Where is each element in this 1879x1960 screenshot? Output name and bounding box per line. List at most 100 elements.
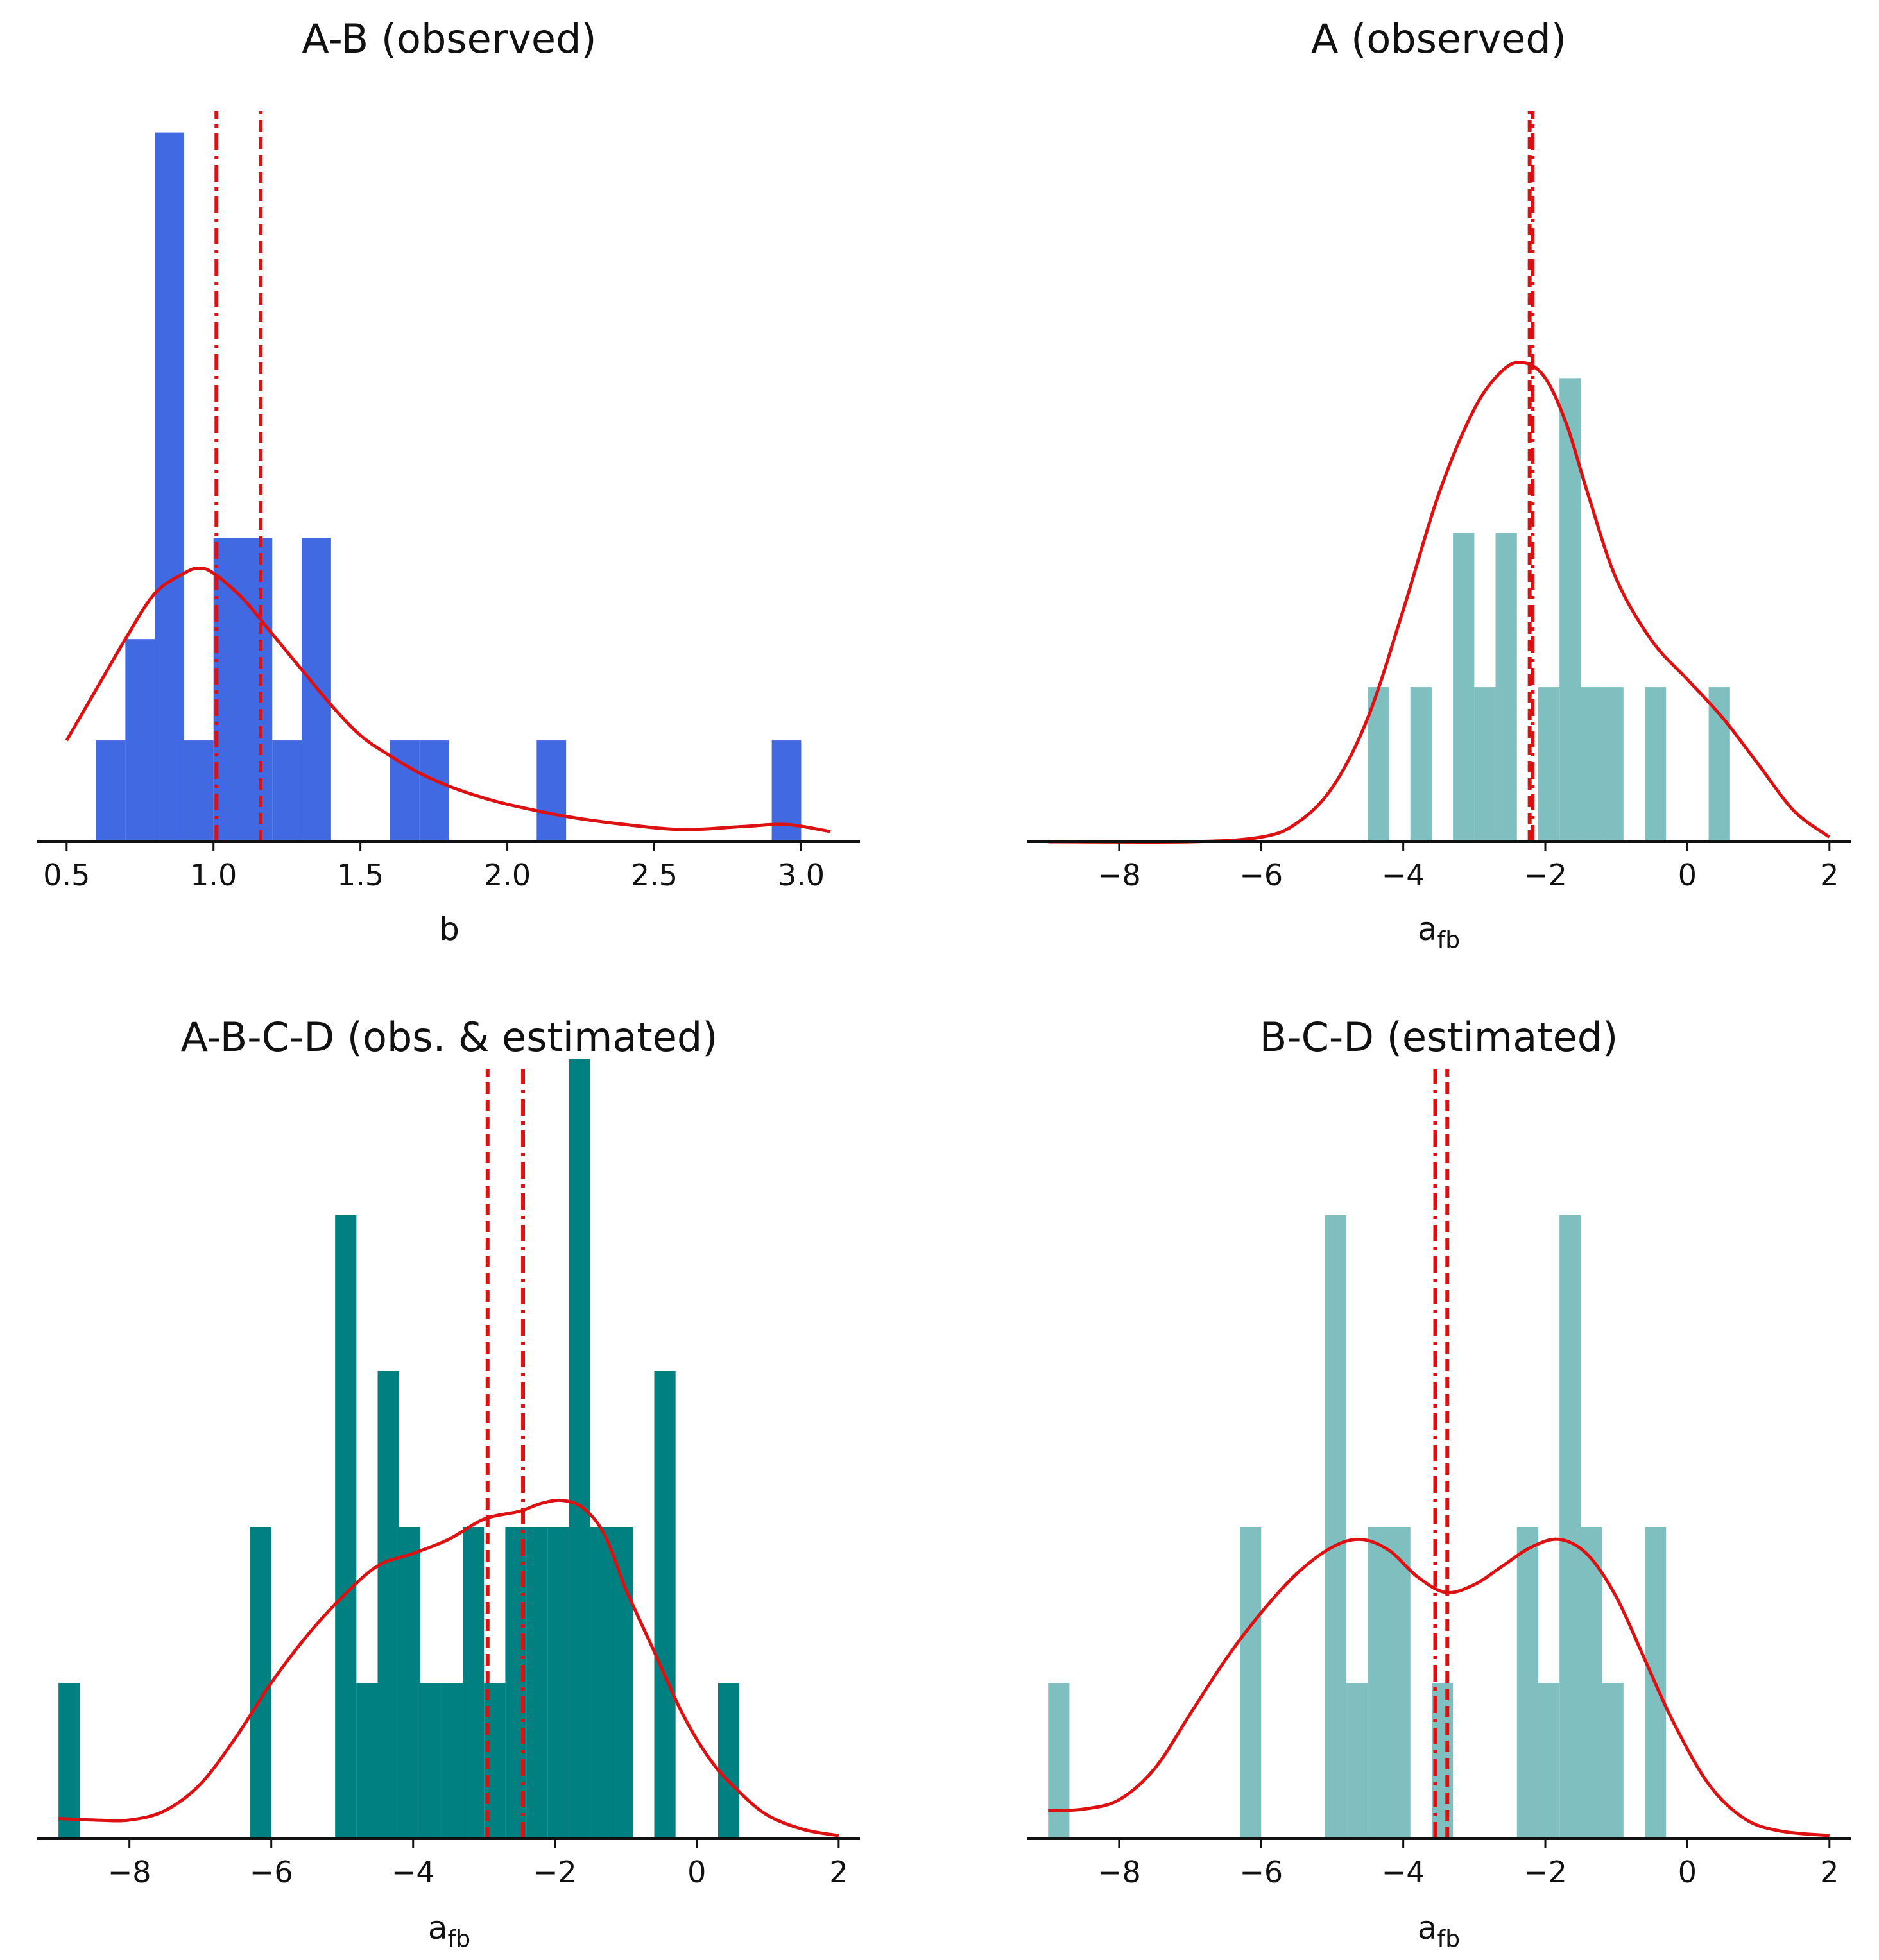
reference-lines [214, 111, 262, 842]
x-tick-label: −4 [1382, 858, 1425, 892]
histogram-bar [1602, 687, 1624, 842]
panel-title: A (observed) [1311, 15, 1566, 62]
x-tick-label: 2 [1820, 1855, 1839, 1889]
histogram-bar [654, 1370, 676, 1839]
x-axis-label: afb [1418, 1909, 1460, 1952]
histogram-bar [441, 1683, 463, 1839]
panel-a-observed: A (observed) −8 −6 −4 −2 0 2 afb [1027, 15, 1851, 953]
kde-curve [1048, 361, 1831, 844]
histogram-bar [1495, 533, 1517, 842]
histogram-bar [536, 740, 567, 842]
panel-title: A-B-C-D (obs. & estimated) [181, 1014, 718, 1061]
histogram-bar [420, 1683, 442, 1839]
histogram-bars [1368, 378, 1730, 842]
x-axis-ticks: −8 −6 −4 −2 0 2 [108, 1839, 848, 1889]
histogram-bar [1389, 1527, 1411, 1839]
x-tick-label: −2 [1523, 858, 1567, 892]
histogram-bar [125, 639, 155, 842]
histogram-bar [526, 1527, 548, 1839]
histogram-bar [272, 740, 302, 842]
histogram-bar [547, 1527, 569, 1839]
histogram-bar [1538, 1683, 1560, 1839]
x-tick-label: −2 [1523, 1855, 1567, 1889]
histogram-bar [1240, 1527, 1262, 1839]
histogram-bar [399, 1527, 420, 1839]
histogram-bar [250, 1527, 271, 1839]
x-axis-label: afb [428, 1909, 470, 1952]
histogram-bar [1708, 687, 1730, 842]
kde-curve [58, 1498, 839, 1837]
histogram-bar [96, 740, 126, 842]
x-axis-label-main: a [1418, 910, 1437, 948]
x-tick-label: −6 [1239, 1855, 1283, 1889]
x-axis-label-subscript: fb [1437, 1926, 1461, 1952]
x-tick-label: −2 [533, 1855, 577, 1889]
x-axis-ticks: −8 −6 −4 −2 0 2 [1097, 1839, 1839, 1889]
reference-lines [1527, 111, 1535, 842]
histogram-bars [96, 132, 802, 842]
histogram-bar [1474, 687, 1496, 842]
x-axis-label: b [439, 910, 459, 948]
x-tick-label: 3.0 [778, 858, 825, 892]
panel-ab-observed: A-B (observed) 0.5 1.0 1.5 2.0 2.5 3.0 b [37, 15, 860, 948]
x-tick-label: 0 [687, 1855, 706, 1889]
x-tick-label: −8 [1097, 1855, 1141, 1889]
histogram-bar [1581, 1527, 1602, 1839]
histogram-bar [590, 1527, 612, 1839]
histogram-bar [463, 1527, 485, 1839]
x-axis-label-main: a [428, 1909, 448, 1947]
histogram-bar [1453, 533, 1475, 842]
histogram-bar [213, 538, 243, 842]
histogram-bar [1410, 687, 1432, 842]
x-tick-label: 1.0 [190, 858, 237, 892]
histogram-bar [1559, 378, 1581, 842]
x-tick-label: 1.5 [337, 858, 384, 892]
histogram-bar [356, 1683, 378, 1839]
histogram-bar [612, 1527, 633, 1839]
x-tick-label: −6 [250, 1855, 293, 1889]
histogram-bar [1368, 1527, 1389, 1839]
reference-lines [1433, 1069, 1450, 1839]
histogram-bar [1559, 1214, 1581, 1839]
x-tick-label: 2.0 [484, 858, 531, 892]
x-tick-label: 0.5 [43, 858, 90, 892]
histogram-bar [1602, 1683, 1624, 1839]
histogram-bars [58, 1059, 740, 1839]
x-tick-label: −8 [1097, 858, 1141, 892]
histogram-bar [1645, 687, 1667, 842]
histogram-bar [243, 538, 273, 842]
x-tick-label: −8 [108, 1855, 151, 1889]
x-tick-label: −4 [1382, 1855, 1425, 1889]
histogram-bar [1516, 1527, 1538, 1839]
histogram-bar [1048, 1683, 1070, 1839]
x-axis-ticks: 0.5 1.0 1.5 2.0 2.5 3.0 [43, 842, 825, 892]
histogram-bar [390, 740, 420, 842]
histogram-bar [377, 1370, 399, 1839]
x-axis-ticks: −8 −6 −4 −2 0 2 [1097, 842, 1839, 892]
x-tick-label: −6 [1239, 858, 1283, 892]
panel-title: B-C-D (estimated) [1260, 1014, 1618, 1061]
x-tick-label: 2 [1820, 858, 1839, 892]
x-tick-label: 0 [1678, 858, 1697, 892]
histogram-bar [717, 1683, 740, 1839]
panel-abcd-obs-estimated: A-B-C-D (obs. & estimated) −8 −6 −4 −2 0 2 af… [37, 1014, 860, 1952]
x-tick-label: 2.5 [631, 858, 678, 892]
histogram-bar [1346, 1683, 1368, 1839]
panel-title: A-B (observed) [302, 15, 596, 62]
x-axis-label: afb [1418, 910, 1460, 953]
histogram-bars [1048, 1214, 1667, 1839]
x-tick-label: −4 [391, 1855, 435, 1889]
x-tick-label: 0 [1678, 1855, 1697, 1889]
x-axis-label-main: a [1418, 1909, 1437, 1947]
histogram-bar [184, 740, 214, 842]
histogram-bar [155, 132, 184, 842]
histogram-bar [58, 1683, 80, 1839]
histogram-bar [419, 740, 449, 842]
reference-lines [485, 1069, 526, 1839]
histogram-bar [1325, 1214, 1347, 1839]
kde-curve [65, 567, 831, 833]
x-axis-label-subscript: fb [448, 1926, 471, 1952]
panel-bcd-estimated: B-C-D (estimated) −8 −6 −4 −2 0 2 afb [1027, 1014, 1851, 1952]
histogram-bar [1538, 687, 1560, 842]
